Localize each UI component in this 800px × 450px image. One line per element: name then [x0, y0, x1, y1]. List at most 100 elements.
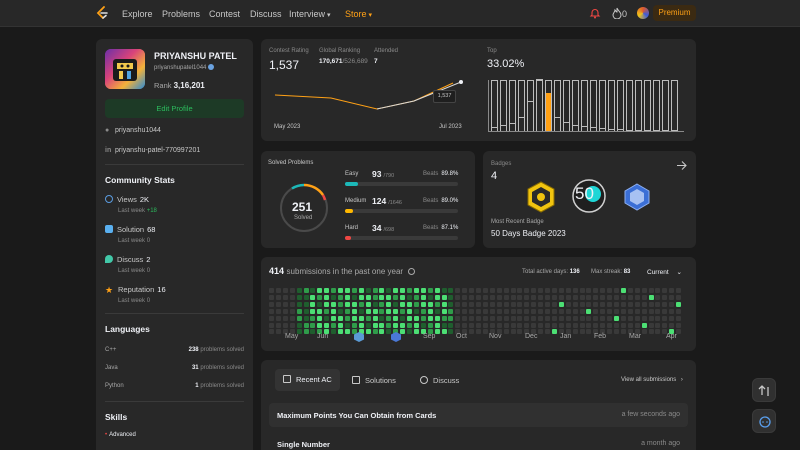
distribution-bar-frame — [554, 80, 561, 131]
heatmap-cell — [662, 294, 668, 300]
heatmap-cell — [600, 294, 606, 300]
heatmap-cell — [427, 294, 433, 300]
heatmap-cell — [407, 329, 412, 335]
heatmap-cell — [593, 329, 599, 335]
nav-store[interactable]: Store ▾ — [345, 9, 372, 19]
rating-point[interactable] — [459, 80, 463, 84]
heatmap-cell — [427, 315, 433, 321]
heatmap-cell — [496, 329, 502, 335]
heatmap-cell — [600, 301, 606, 307]
heatmap-cell — [579, 288, 585, 293]
fire-icon[interactable] — [612, 7, 622, 19]
distribution-bar-frame — [527, 80, 534, 131]
heatmap-cell — [579, 315, 585, 321]
info-icon[interactable] — [407, 268, 415, 275]
heatmap-cell — [476, 308, 481, 314]
heatmap-cell — [289, 315, 295, 321]
share-button[interactable] — [752, 378, 776, 402]
heatmap-cell — [676, 329, 682, 335]
heatmap-cell — [344, 329, 350, 335]
badge-hexagon-icon[interactable] — [526, 181, 556, 213]
list-item[interactable]: Single Number a month ago — [269, 432, 688, 450]
divider — [105, 164, 244, 165]
top-distribution-chart — [488, 79, 684, 132]
heatmap-cell — [275, 315, 281, 321]
heatmap-cell — [510, 322, 516, 328]
period-select[interactable]: Current ⌄ — [647, 268, 682, 276]
heatmap-cell — [344, 294, 350, 300]
bell-icon[interactable] — [589, 7, 601, 19]
heatmap-cell — [427, 301, 433, 307]
heatmap-cell — [469, 288, 475, 293]
heatmap-cell — [407, 315, 412, 321]
heatmap-cell — [296, 322, 302, 328]
heatmap-cell — [269, 288, 274, 293]
badge-fifty-days-icon[interactable] — [571, 178, 607, 214]
heatmap-cell — [482, 294, 488, 300]
heatmap-cell — [620, 308, 626, 314]
heatmap-cell — [462, 294, 468, 300]
submissions-count: 414 — [269, 266, 285, 276]
nav-explore[interactable]: Explore — [122, 9, 153, 19]
solved-total: 251 — [292, 200, 313, 214]
leetcode-logo-icon[interactable] — [95, 6, 109, 20]
nav-interview[interactable]: Interview ▾ — [289, 9, 331, 19]
heatmap-cell — [386, 315, 392, 321]
recent-submissions-card: Recent AC Solutions Discuss View all sub… — [261, 360, 696, 450]
beats-label: Beats — [423, 198, 439, 204]
premium-button[interactable]: Premium — [653, 5, 696, 21]
tab-solutions[interactable]: Solutions — [352, 376, 396, 385]
divider — [105, 313, 244, 314]
tab-recent-ac[interactable]: Recent AC — [275, 369, 340, 391]
heatmap-cell — [614, 308, 619, 314]
list-item[interactable]: Maximum Points You Can Obtain from Cards… — [269, 403, 688, 427]
heatmap-cell — [448, 301, 454, 307]
nav-contest[interactable]: Contest — [209, 9, 241, 19]
heatmap-cell — [579, 308, 585, 314]
badge-blue-icon[interactable] — [623, 183, 651, 211]
heatmap-cell — [413, 308, 419, 314]
stat-value: 16 — [157, 285, 166, 294]
heatmap-cell — [510, 329, 516, 335]
language-count: 31 problems solved — [192, 365, 244, 371]
difficulty-total: /790 — [383, 173, 395, 179]
difficulty-progress-fill — [345, 182, 359, 186]
nav-discuss[interactable]: Discuss — [250, 9, 282, 19]
heatmap-cell — [551, 308, 557, 314]
stat-sub: Last week 0 — [118, 298, 150, 304]
tab-discuss[interactable]: Discuss — [420, 376, 459, 385]
heatmap-cell — [393, 294, 399, 300]
view-all-link[interactable]: View all submissions › — [621, 377, 683, 383]
distribution-bar-frame — [599, 80, 606, 131]
difficulty-label: Hard — [345, 225, 359, 231]
distribution-bar-frame — [545, 80, 552, 131]
heatmap-cell — [317, 288, 323, 293]
distribution-bar-frame — [653, 80, 660, 131]
heatmap-cell — [420, 315, 426, 321]
difficulty-total: /1646 — [388, 200, 402, 206]
month-label: May — [285, 333, 299, 340]
heatmap-cell — [400, 329, 406, 335]
chevron-down-icon: ▾ — [368, 12, 373, 19]
month-label: Dec — [525, 333, 538, 340]
heatmap-cell — [586, 294, 592, 300]
heatmap-cell — [344, 288, 350, 293]
heatmap-cell — [510, 315, 516, 321]
linkedin-handle: priyanshu-patel-770997201 — [115, 147, 201, 154]
feedback-button[interactable] — [752, 409, 776, 433]
arrow-right-icon[interactable] — [676, 160, 687, 171]
stat-discuss: Discuss 2 — [105, 255, 150, 264]
heatmap-cell — [620, 294, 626, 300]
heatmap-cell — [296, 308, 302, 314]
language-count-value: 238 — [188, 347, 199, 353]
linkedin-link[interactable]: in priyanshu-patel-770997201 — [105, 147, 200, 154]
heatmap-cell — [338, 294, 343, 300]
heatmap-cell — [448, 322, 454, 328]
heatmap-cell — [648, 288, 654, 293]
heatmap-cell — [310, 301, 316, 307]
edit-profile-button[interactable]: Edit Profile — [105, 99, 244, 118]
nav-problems[interactable]: Problems — [162, 9, 201, 19]
recent-badge-label: Most Recent Badge — [491, 219, 544, 225]
avatar[interactable] — [637, 7, 649, 19]
github-link[interactable]: ● priyanshu1044 — [105, 127, 161, 134]
